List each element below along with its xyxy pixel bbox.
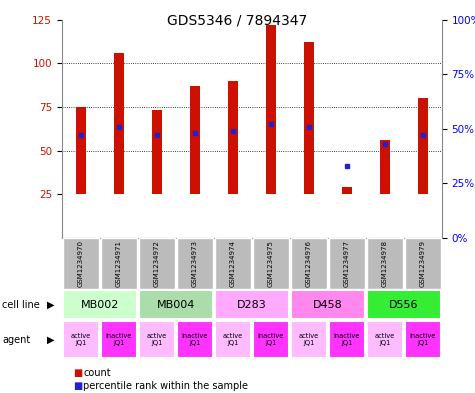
Text: ■: ■ (74, 381, 83, 391)
Text: percentile rank within the sample: percentile rank within the sample (83, 381, 248, 391)
Bar (291, 290, 365, 319)
Text: cell line: cell line (2, 299, 40, 310)
Bar (342, 187, 352, 194)
Text: active
JQ1: active JQ1 (375, 333, 395, 347)
Text: D458: D458 (313, 299, 342, 310)
Bar (215, 238, 251, 289)
Text: active
JQ1: active JQ1 (223, 333, 243, 347)
Bar (139, 290, 213, 319)
Text: inactive
JQ1: inactive JQ1 (181, 333, 208, 347)
Text: inactive
JQ1: inactive JQ1 (257, 333, 284, 347)
Bar (152, 110, 162, 194)
Text: MB002: MB002 (81, 299, 119, 310)
Text: GSM1234970: GSM1234970 (78, 240, 84, 287)
Text: GDS5346 / 7894347: GDS5346 / 7894347 (167, 14, 308, 28)
Text: GSM1234974: GSM1234974 (230, 240, 236, 287)
Bar (101, 321, 137, 358)
Bar (367, 290, 441, 319)
Text: GSM1234975: GSM1234975 (268, 240, 274, 287)
Bar (266, 25, 275, 194)
Text: D556: D556 (389, 299, 418, 310)
Bar (304, 42, 314, 194)
Text: GSM1234972: GSM1234972 (154, 240, 160, 287)
Text: inactive
JQ1: inactive JQ1 (333, 333, 360, 347)
Text: inactive
JQ1: inactive JQ1 (105, 333, 132, 347)
Bar (418, 98, 428, 194)
Bar (101, 238, 137, 289)
Text: GSM1234978: GSM1234978 (382, 240, 388, 287)
Bar (190, 86, 199, 194)
Text: active
JQ1: active JQ1 (299, 333, 319, 347)
Bar (405, 321, 441, 358)
Text: GSM1234971: GSM1234971 (116, 240, 122, 287)
Bar (329, 238, 365, 289)
Text: ■: ■ (74, 367, 83, 378)
Text: GSM1234977: GSM1234977 (344, 240, 350, 287)
Bar (291, 321, 327, 358)
Bar (177, 238, 213, 289)
Bar (215, 290, 289, 319)
Bar (114, 53, 124, 194)
Bar (405, 238, 441, 289)
Bar (63, 290, 137, 319)
Bar (215, 321, 251, 358)
Text: GSM1234973: GSM1234973 (192, 240, 198, 287)
Bar (63, 238, 99, 289)
Text: MB004: MB004 (157, 299, 195, 310)
Bar (291, 238, 327, 289)
Text: GSM1234979: GSM1234979 (420, 240, 426, 287)
Bar (253, 321, 289, 358)
Bar (177, 321, 213, 358)
Text: ▶: ▶ (47, 299, 55, 310)
Text: D283: D283 (237, 299, 266, 310)
Bar (380, 140, 389, 194)
Bar (76, 107, 86, 194)
Bar (139, 321, 175, 358)
Text: count: count (83, 367, 111, 378)
Bar (329, 321, 365, 358)
Bar (63, 321, 99, 358)
Text: GSM1234976: GSM1234976 (306, 240, 312, 287)
Text: inactive
JQ1: inactive JQ1 (409, 333, 436, 347)
Bar (228, 81, 238, 194)
Text: active
JQ1: active JQ1 (147, 333, 167, 347)
Bar (367, 238, 403, 289)
Bar (139, 238, 175, 289)
Bar (253, 238, 289, 289)
Text: active
JQ1: active JQ1 (71, 333, 91, 347)
Text: agent: agent (2, 335, 30, 345)
Bar (367, 321, 403, 358)
Text: ▶: ▶ (47, 335, 55, 345)
